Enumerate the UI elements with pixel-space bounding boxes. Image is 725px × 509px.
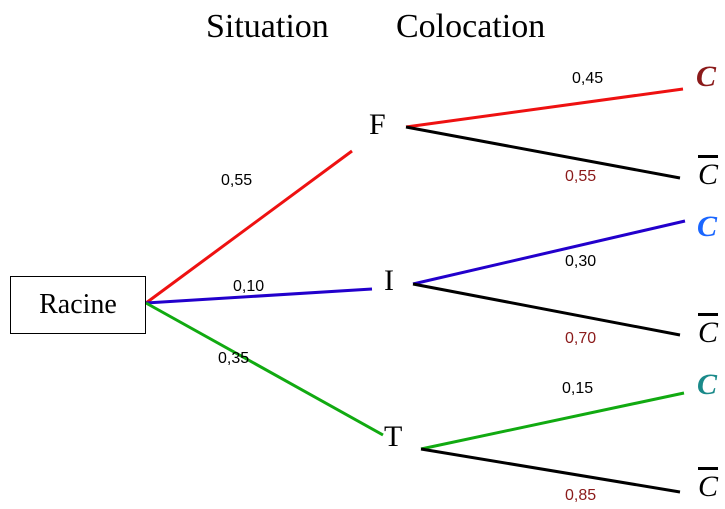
leaf-T-C: C [697,368,718,401]
prob-I-Cbar: 0,70 [565,330,597,347]
leaf-I-C: C [697,210,718,243]
header-situation: Situation [206,8,329,45]
branch-root-I [145,287,373,305]
leaf-F-C: C [696,60,717,93]
prob-F: 0,55 [221,172,253,189]
prob-I-C: 0,30 [565,253,597,270]
prob-T: 0,35 [218,350,250,367]
leaf-I-Cbar: C [698,316,719,349]
branch-I-C [412,219,686,286]
leaf-F-Cbar: C [698,158,719,191]
leaf-T-Cbar: C [698,470,719,503]
branch-root-T [145,301,384,437]
prob-T-C: 0,15 [562,380,594,397]
branch-I-Cbar [412,282,681,337]
node-T: T [384,420,403,453]
branch-F-Cbar [405,125,681,180]
branch-T-Cbar [420,447,681,494]
node-I: I [384,264,394,297]
root-node: Racine [10,276,146,334]
header-colocation: Colocation [396,8,546,45]
prob-F-C: 0,45 [572,70,604,87]
prob-T-Cbar: 0,85 [565,487,597,504]
branch-F-C [405,87,684,129]
prob-F-Cbar: 0,55 [565,168,597,185]
branch-T-C [420,391,685,451]
prob-I: 0,10 [233,278,265,295]
branch-root-F [145,149,353,305]
node-F: F [369,108,386,141]
